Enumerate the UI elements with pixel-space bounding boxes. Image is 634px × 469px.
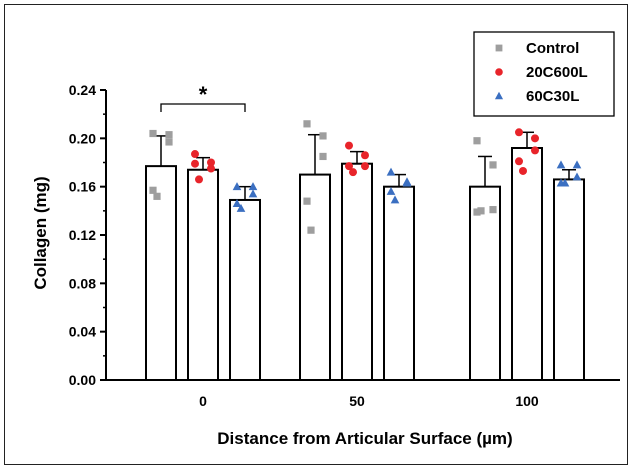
error-bars-layer xyxy=(154,131,576,200)
significance-label: * xyxy=(199,82,208,107)
data-point-20C600L-100-0 xyxy=(515,128,523,137)
bar-20C600L-0 xyxy=(187,168,219,381)
bar-60C30L-0 xyxy=(229,198,261,381)
y-tick-label: 0.20 xyxy=(69,130,96,146)
data-point-60C30L-50-2 xyxy=(402,178,412,187)
data-point-60C30L-0-2 xyxy=(248,189,258,198)
data-point-Control-50-4 xyxy=(307,226,315,234)
data-point-20C600L-0-1 xyxy=(207,158,215,167)
data-point-20C600L-50-0 xyxy=(345,141,353,150)
legend-label-Control: Control xyxy=(526,40,579,57)
data-point-Control-100-2 xyxy=(489,206,497,214)
data-point-20C600L-100-1 xyxy=(531,134,539,143)
bar-Control-100 xyxy=(469,185,501,381)
x-tick-label: 0 xyxy=(199,393,207,409)
y-axis-title: Collagen (mg) xyxy=(31,176,50,289)
data-point-Control-100-4 xyxy=(477,207,485,215)
legend-label-20C600L: 20C600L xyxy=(526,64,588,81)
legend-marker-20C600L xyxy=(495,68,503,76)
bar-20C600L-100 xyxy=(511,147,543,381)
axes-layer: 0.00 0.04 0.08 0.12 0.16 0.20 0.24 0 50 100 xyxy=(69,82,620,409)
data-point-60C30L-100-1 xyxy=(572,160,582,169)
data-point-Control-0-1 xyxy=(165,138,173,146)
legend-marker-60C30L xyxy=(494,91,504,100)
data-point-Control-100-3 xyxy=(473,208,481,216)
data-point-20C600L-100-4 xyxy=(519,166,527,175)
y-tick-label: 0.12 xyxy=(69,227,96,243)
significance-bracket xyxy=(160,103,246,112)
y-tick-label: 0.24 xyxy=(69,82,96,98)
data-point-Control-0-0 xyxy=(149,129,157,138)
data-point-60C30L-0-1 xyxy=(248,182,258,191)
data-point-60C30L-50-4 xyxy=(390,195,400,204)
data-point-20C600L-0-2 xyxy=(207,164,215,173)
data-point-20C600L-50-2 xyxy=(361,162,369,171)
data-point-Control-50-3 xyxy=(303,197,311,205)
data-point-60C30L-100-0 xyxy=(556,160,566,169)
y-tick-label: 0.16 xyxy=(69,179,96,195)
bar-60C30L-50 xyxy=(383,185,415,381)
data-point-Control-100-0 xyxy=(473,137,481,145)
y-tick-label: 0.04 xyxy=(69,324,96,340)
data-point-20C600L-100-3 xyxy=(515,157,523,166)
data-point-Control-50-2 xyxy=(319,152,327,161)
data-point-60C30L-0-0 xyxy=(232,182,242,191)
data-point-60C30L-0-4 xyxy=(236,203,246,212)
data-point-60C30L-50-3 xyxy=(386,186,396,195)
bar-Control-0 xyxy=(145,165,177,381)
data-point-Control-50-1 xyxy=(319,132,327,140)
data-point-20C600L-100-2 xyxy=(531,146,539,155)
legend-label-60C30L: 60C30L xyxy=(526,88,579,105)
data-point-20C600L-0-0 xyxy=(191,150,199,159)
data-point-Control-0-3 xyxy=(149,186,157,194)
y-tick-label: 0.00 xyxy=(69,372,96,388)
data-point-Control-0-2 xyxy=(165,131,173,139)
data-point-60C30L-0-3 xyxy=(232,199,242,207)
data-point-20C600L-50-3 xyxy=(345,162,353,171)
x-tick-label: 100 xyxy=(515,393,539,409)
annotation-layer: * xyxy=(160,82,246,112)
bar-Control-50 xyxy=(299,173,331,381)
data-point-20C600L-0-3 xyxy=(191,159,199,168)
x-axis-title: Distance from Articular Surface (µm) xyxy=(217,429,512,448)
y-tick-label: 0.08 xyxy=(69,275,96,291)
bar-60C30L-100 xyxy=(553,178,585,381)
points-layer xyxy=(149,120,582,234)
legend-marker-Control xyxy=(495,44,503,52)
data-point-20C600L-50-1 xyxy=(361,151,369,160)
legend: Control 20C600L 60C30L xyxy=(473,31,615,117)
data-point-60C30L-100-2 xyxy=(572,172,582,181)
bars-layer xyxy=(145,147,585,381)
data-point-60C30L-50-0 xyxy=(386,167,396,176)
data-point-Control-50-0 xyxy=(303,120,311,128)
data-point-60C30L-100-4 xyxy=(560,178,570,187)
data-point-Control-100-1 xyxy=(489,161,497,169)
data-point-Control-0-4 xyxy=(153,192,161,200)
data-point-20C600L-0-4 xyxy=(195,175,203,184)
bar-20C600L-50 xyxy=(341,162,373,381)
x-tick-label: 50 xyxy=(349,393,365,409)
data-point-20C600L-50-4 xyxy=(349,168,357,177)
